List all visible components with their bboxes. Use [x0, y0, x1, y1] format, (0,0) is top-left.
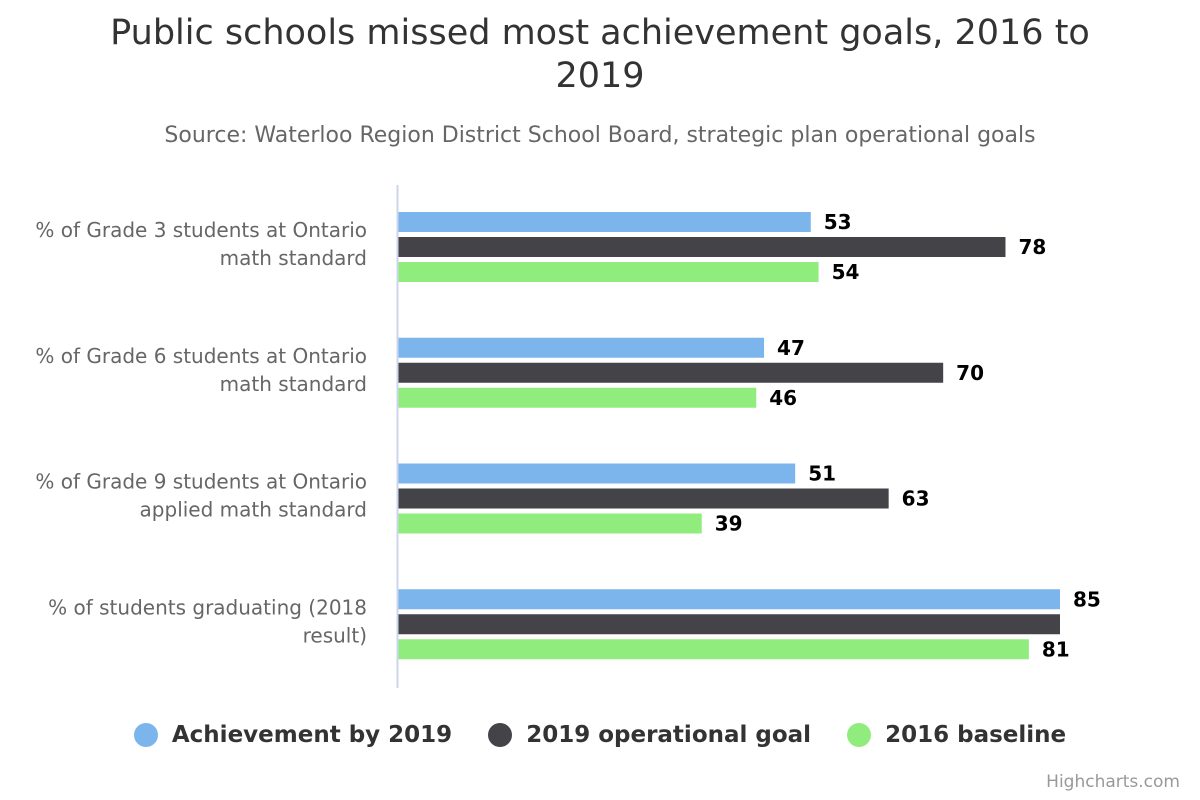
category-label: % of students graduating (2018: [48, 595, 367, 619]
bar[interactable]: [398, 463, 796, 484]
legend-symbol-goal: [488, 723, 513, 747]
data-label: 46: [769, 386, 797, 410]
legend-label-achievement: Achievement by 2019: [171, 722, 453, 748]
legend-item-baseline[interactable]: 2016 baseline: [847, 722, 1066, 748]
bar[interactable]: [398, 513, 702, 534]
legend: Achievement by 2019 2019 operational goa…: [0, 722, 1200, 748]
legend-label-baseline: 2016 baseline: [885, 722, 1067, 748]
bar[interactable]: [398, 212, 811, 232]
chart-subtitle: Source: Waterloo Region District School …: [164, 123, 1036, 148]
category-label: % of Grade 3 students at Ontario: [35, 218, 367, 242]
chart-title: Public schools missed most achievement g…: [110, 13, 1090, 96]
bar[interactable]: [398, 639, 1029, 660]
data-label: 53: [824, 210, 852, 234]
data-label: 54: [832, 260, 860, 284]
legend-item-goal[interactable]: 2019 operational goal: [488, 722, 811, 748]
category-label: % of Grade 6 students at Ontario: [35, 344, 367, 368]
bar[interactable]: [398, 589, 1060, 610]
bar[interactable]: [398, 237, 1006, 257]
category-label: result): [303, 623, 367, 647]
data-label: 85: [1073, 587, 1101, 611]
data-label: 39: [715, 512, 743, 536]
category-label: % of Grade 9 students at Ontario: [35, 470, 367, 494]
credits-link[interactable]: Highcharts.com: [1046, 772, 1180, 792]
category-label: math standard: [220, 246, 367, 270]
legend-symbol-baseline: [847, 723, 872, 747]
data-label: 63: [902, 487, 930, 511]
bar[interactable]: [398, 614, 1060, 635]
legend-item-achievement[interactable]: Achievement by 2019: [133, 722, 453, 748]
data-label: 70: [956, 361, 984, 385]
legend-label-goal: 2019 operational goal: [526, 722, 812, 748]
bar[interactable]: [398, 387, 757, 408]
data-label: 81: [1042, 637, 1070, 661]
bar[interactable]: [398, 488, 889, 509]
bar[interactable]: [398, 362, 944, 383]
legend-symbol-achievement: [133, 723, 158, 747]
data-label: 78: [1018, 235, 1046, 259]
bar[interactable]: [398, 262, 819, 282]
bar[interactable]: [398, 337, 765, 358]
data-label: 47: [777, 336, 805, 360]
category-label: applied math standard: [140, 498, 367, 522]
data-label: 51: [808, 462, 836, 486]
category-label: math standard: [220, 372, 367, 396]
